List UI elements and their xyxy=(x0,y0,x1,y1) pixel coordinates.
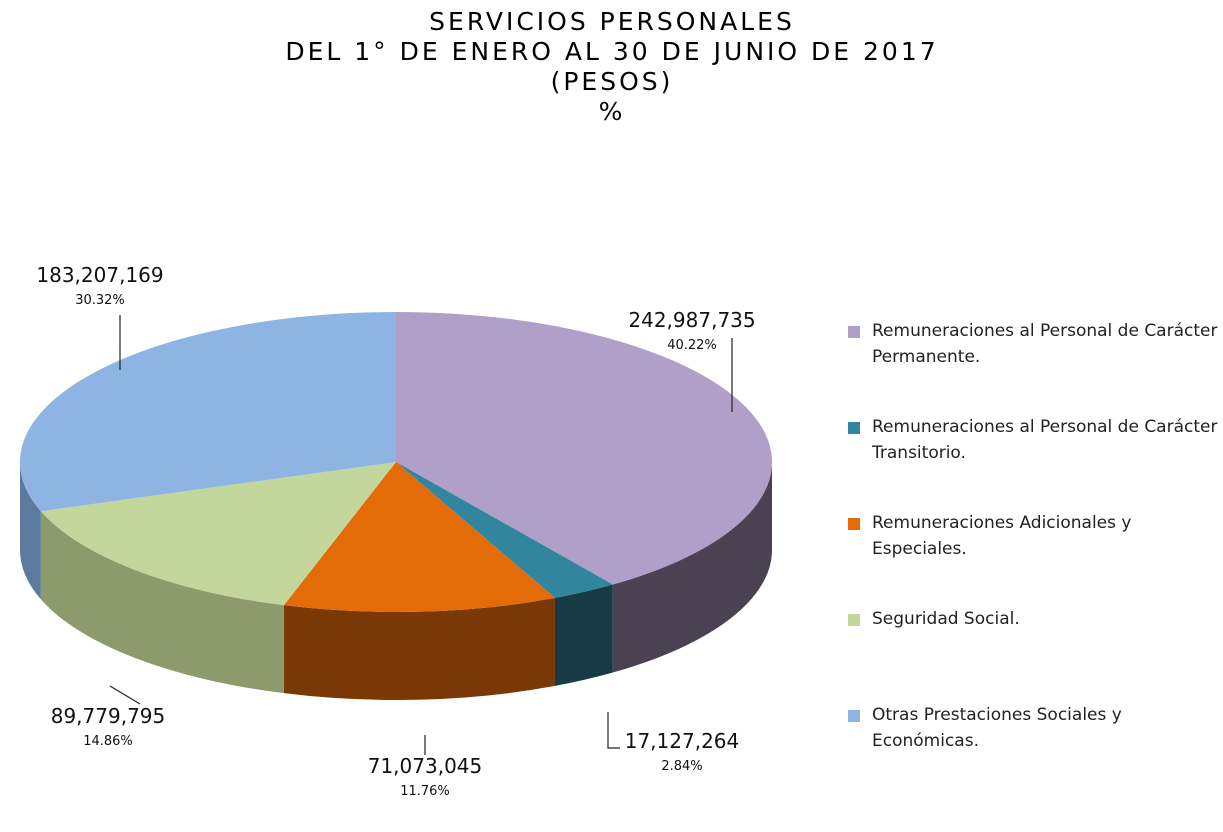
slice xyxy=(19,312,396,512)
slice-side xyxy=(40,511,284,694)
legend-label: Remuneraciones al Personal de Carácter P… xyxy=(872,321,1218,367)
legend-item: Remuneraciones Adicionales y Especiales. xyxy=(848,510,1218,606)
legend-item: Otras Prestaciones Sociales y Económicas… xyxy=(848,702,1218,798)
value-label: 17,127,264 xyxy=(625,729,740,753)
legend-label: Seguridad Social. xyxy=(872,609,1020,629)
leader-line xyxy=(109,685,141,705)
legend-item: Seguridad Social. xyxy=(848,606,1218,702)
slice xyxy=(396,462,613,598)
percent-label: 11.76% xyxy=(400,784,450,799)
value-label: 89,779,795 xyxy=(51,704,166,728)
legend-swatch xyxy=(848,326,860,338)
legend-swatch xyxy=(848,614,860,626)
legend-item: Remuneraciones al Personal de Carácter T… xyxy=(848,414,1218,510)
percent-label: 14.86% xyxy=(83,734,133,749)
chart-subtitle: (PESOS) xyxy=(551,67,674,96)
legend-swatch xyxy=(848,710,860,722)
legend-item: Remuneraciones al Personal de Carácter P… xyxy=(848,318,1218,414)
value-label: 242,987,735 xyxy=(628,308,755,332)
slice-side xyxy=(554,584,613,686)
pie-tops xyxy=(19,312,772,613)
legend-swatch xyxy=(848,518,860,530)
legend: Remuneraciones al Personal de Carácter P… xyxy=(848,318,1218,798)
leader-line xyxy=(607,712,620,749)
legend-label: Remuneraciones Adicionales y Especiales. xyxy=(872,513,1132,559)
slice-side xyxy=(612,462,772,673)
pie-sides xyxy=(20,462,772,700)
value-label: 71,073,045 xyxy=(368,754,483,778)
percent-label: 2.84% xyxy=(661,759,702,774)
legend-label: Remuneraciones al Personal de Carácter T… xyxy=(872,417,1218,463)
chart-subtitle: DEL 1° DE ENERO AL 30 DE JUNIO DE 2017 xyxy=(285,37,938,66)
slice-side xyxy=(20,462,41,600)
chart-subtitle: % xyxy=(599,97,626,126)
slice xyxy=(283,462,555,613)
slice xyxy=(40,462,397,606)
slice xyxy=(396,312,772,585)
value-label: 183,207,169 xyxy=(36,263,163,287)
percent-label: 30.32% xyxy=(75,293,125,308)
percent-label: 40.22% xyxy=(667,338,717,353)
chart-title: SERVICIOS PERSONALES xyxy=(429,7,795,36)
slice-side xyxy=(283,597,555,700)
legend-label: Otras Prestaciones Sociales y Económicas… xyxy=(872,705,1122,751)
legend-swatch xyxy=(848,422,860,434)
